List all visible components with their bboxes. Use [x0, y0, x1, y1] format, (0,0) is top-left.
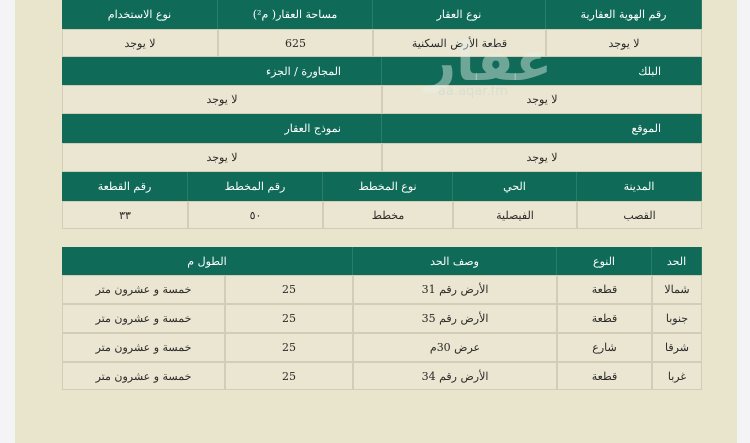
boundary-header-cell: الطول م: [62, 247, 353, 275]
header-cell: رقم المخطط: [188, 172, 323, 201]
boundary-cell: عرض 30م: [353, 333, 557, 362]
value-cell: لا يوجد: [62, 29, 218, 57]
boundary-cell: شرقا: [652, 333, 702, 362]
boundary-cell: 25: [225, 304, 353, 333]
header-cell: نوع الاستخدام: [62, 0, 218, 29]
value-cell: لا يوجد: [546, 29, 702, 57]
value-cell: لا يوجد: [62, 85, 382, 114]
boundary-header-cell: النوع: [557, 247, 652, 275]
header-cell: رقم الهوية العقارية: [546, 0, 702, 29]
boundary-cell: جنوبا: [652, 304, 702, 333]
boundary-cell: الأرض رقم 34: [353, 362, 557, 390]
value-cell: لا يوجد: [382, 143, 702, 172]
boundary-cell: غربا: [652, 362, 702, 390]
value-cell: ٥٠: [188, 201, 323, 229]
boundary-cell: قطعة: [557, 275, 652, 304]
value-cell: لا يوجد: [62, 143, 382, 172]
header-cell: مساحة العقار( م²): [218, 0, 373, 29]
value-cell: 625: [218, 29, 373, 57]
boundary-cell: الأرض رقم 35: [353, 304, 557, 333]
value-cell: قطعة الأرض السكنية: [373, 29, 546, 57]
boundary-cell: شمالا: [652, 275, 702, 304]
boundary-cell: خمسة و عشرون متر: [62, 333, 225, 362]
boundary-cell: خمسة و عشرون متر: [62, 362, 225, 390]
header-cell: رقم القطعة: [62, 172, 188, 201]
boundary-header-cell: الحد: [652, 247, 702, 275]
boundary-cell: شارع: [557, 333, 652, 362]
boundary-cell: 25: [225, 362, 353, 390]
boundary-cell: 25: [225, 333, 353, 362]
header-cell: نوع العقار: [373, 0, 546, 29]
header-cell: نموذج العقار: [62, 114, 382, 143]
header-cell: الموقع: [382, 114, 702, 143]
boundary-cell: خمسة و عشرون متر: [62, 275, 225, 304]
value-cell: القصب: [577, 201, 702, 229]
header-cell: البلك: [382, 57, 702, 85]
value-cell: الفيصلية: [453, 201, 577, 229]
header-cell: نوع المخطط: [323, 172, 453, 201]
header-cell: المدينة: [577, 172, 702, 201]
boundary-header-cell: وصف الحد: [353, 247, 557, 275]
header-cell: المجاورة / الجزء: [62, 57, 382, 85]
boundary-cell: خمسة و عشرون متر: [62, 304, 225, 333]
boundary-cell: الأرض رقم 31: [353, 275, 557, 304]
value-cell: لا يوجد: [382, 85, 702, 114]
header-cell: الحي: [453, 172, 577, 201]
boundary-cell: قطعة: [557, 362, 652, 390]
value-cell: مخطط: [323, 201, 453, 229]
boundary-cell: 25: [225, 275, 353, 304]
value-cell: ٣٣: [62, 201, 188, 229]
boundary-cell: قطعة: [557, 304, 652, 333]
